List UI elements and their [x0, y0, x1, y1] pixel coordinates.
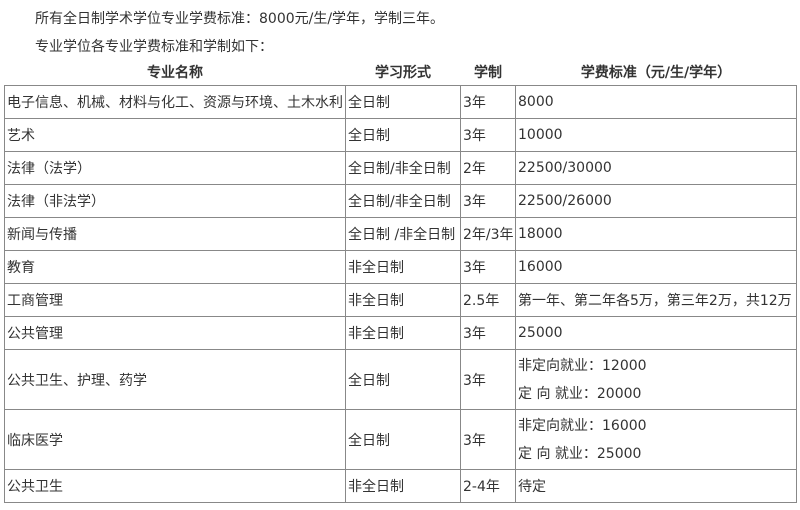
- table-cell: 艺术: [4, 118, 346, 152]
- table-cell: 25000: [515, 316, 797, 350]
- table-cell: 18000: [515, 217, 797, 251]
- table-cell: 全日制/非全日制: [345, 151, 461, 185]
- table-cell: 3年: [460, 409, 516, 470]
- header-cell: 专业名称: [147, 65, 203, 81]
- table-cell: 8000: [515, 85, 797, 119]
- header-row: 专业名称 学习形式 学制 学费标准（元/生/学年）: [5, 59, 797, 86]
- table-cell: 非全日制: [345, 469, 461, 503]
- table-cell: 3年: [460, 349, 516, 410]
- table-cell: 3年: [460, 85, 516, 119]
- table-cell: 全日制: [345, 349, 461, 410]
- table-row: 电子信息、机械、材料与化工、资源与环境、土木水利 全日制 3年 8000: [4, 85, 797, 119]
- table-row: 新闻与传播 全日制 /非全日制 2年/3年 18000: [4, 217, 797, 251]
- table-cell: 非全日制: [345, 316, 461, 350]
- table-cell: 第一年、第二年各5万，第三年2万，共12万: [515, 283, 797, 317]
- table-cell: 全日制: [345, 409, 461, 470]
- table-cell: 3年: [460, 316, 516, 350]
- table-cell: 电子信息、机械、材料与化工、资源与环境、土木水利: [4, 85, 346, 119]
- table-row: 艺术 全日制 3年 10000: [4, 118, 797, 152]
- cell-line: 定 向 就业：20000: [518, 385, 642, 402]
- table-row: 法律（法学） 全日制/非全日制 2年 22500/30000: [4, 151, 797, 185]
- table-row: 法律（非法学） 全日制/非全日制 3年 22500/26000: [4, 184, 797, 218]
- cell-line: 非定向就业：12000: [518, 357, 647, 374]
- header-cell: 学费标准（元/生/学年）: [580, 65, 732, 81]
- table-cell: 法律（非法学）: [4, 184, 346, 218]
- table-cell: 全日制: [345, 118, 461, 152]
- table-cell: 教育: [4, 250, 346, 284]
- table-cell: 非全日制: [345, 250, 461, 284]
- table-cell: 公共卫生、护理、药学: [4, 349, 346, 410]
- table-row: 工商管理 非全日制 2.5年 第一年、第二年各5万，第三年2万，共12万: [4, 283, 797, 317]
- table-cell: 全日制/非全日制: [345, 184, 461, 218]
- table-row: 临床医学 全日制 3年 非定向就业：16000 定 向 就业：25000: [4, 409, 797, 470]
- table-cell: 工商管理: [4, 283, 346, 317]
- table-cell: 新闻与传播: [4, 217, 346, 251]
- header-cell: 学习形式: [375, 65, 431, 81]
- table-cell: 2年: [460, 151, 516, 185]
- cell-line: 非定向就业：16000: [518, 417, 647, 434]
- table-cell: 全日制: [345, 85, 461, 119]
- cell-line: 定 向 就业：25000: [518, 445, 642, 462]
- table-row: 公共卫生 非全日制 2-4年 待定: [4, 469, 797, 503]
- fee-table: 专业名称 学习形式 学制 学费标准（元/生/学年） 电子信息、机械、材料与化工、资源与…: [4, 59, 797, 503]
- table-cell: 2-4年: [460, 469, 516, 503]
- table-cell: 22500/26000: [515, 184, 797, 218]
- table-cell: 2.5年: [460, 283, 516, 317]
- table-cell: 非定向就业：16000 定 向 就业：25000: [515, 409, 797, 470]
- intro-line: 所有全日制学术学位专业学费标准：8000元/生/学年，学制三年。: [35, 11, 445, 27]
- table-cell: 公共管理: [4, 316, 346, 350]
- table-cell: 全日制 /非全日制: [345, 217, 461, 251]
- table-cell: 公共卫生: [4, 469, 346, 503]
- intro-line: 专业学位各专业学费标准和学制如下：: [35, 39, 273, 55]
- header-cell: 学制: [474, 65, 502, 81]
- table-cell: 2年/3年: [460, 217, 516, 251]
- table-cell: 10000: [515, 118, 797, 152]
- table-cell: 3年: [460, 118, 516, 152]
- table-cell: 非全日制: [345, 283, 461, 317]
- table-cell: 临床医学: [4, 409, 346, 470]
- table-cell: 22500/30000: [515, 151, 797, 185]
- table-cell: 3年: [460, 184, 516, 218]
- table-cell: 16000: [515, 250, 797, 284]
- table-row: 教育 非全日制 3年 16000: [4, 250, 797, 284]
- table-row: 公共卫生、护理、药学 全日制 3年 非定向就业：12000 定 向 就业：20000: [4, 349, 797, 410]
- table-cell: 待定: [515, 469, 797, 503]
- table-cell: 非定向就业：12000 定 向 就业：20000: [515, 349, 797, 410]
- table-cell: 3年: [460, 250, 516, 284]
- table-cell: 法律（法学）: [4, 151, 346, 185]
- table-row: 公共管理 非全日制 3年 25000: [4, 316, 797, 350]
